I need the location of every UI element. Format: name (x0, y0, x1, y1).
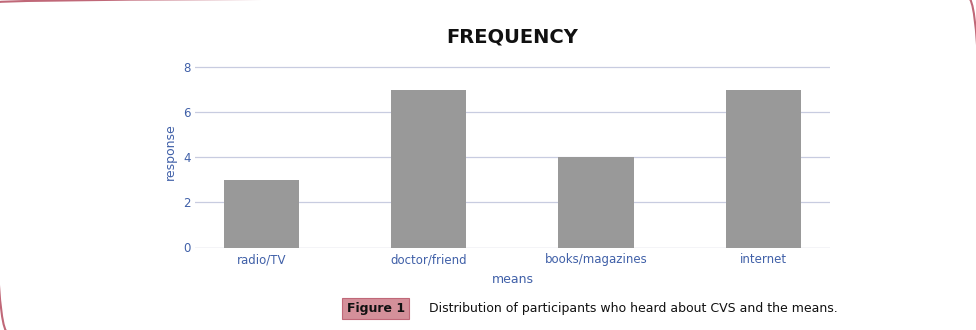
Text: Distribution of participants who heard about CVS and the means.: Distribution of participants who heard a… (429, 302, 838, 315)
X-axis label: means: means (491, 273, 534, 286)
Title: FREQUENCY: FREQUENCY (446, 27, 579, 46)
Bar (391, 90, 467, 248)
Bar (558, 157, 633, 248)
Bar (224, 180, 300, 248)
Y-axis label: response: response (164, 123, 177, 180)
Text: Figure 1: Figure 1 (346, 302, 405, 315)
Bar (725, 90, 800, 248)
